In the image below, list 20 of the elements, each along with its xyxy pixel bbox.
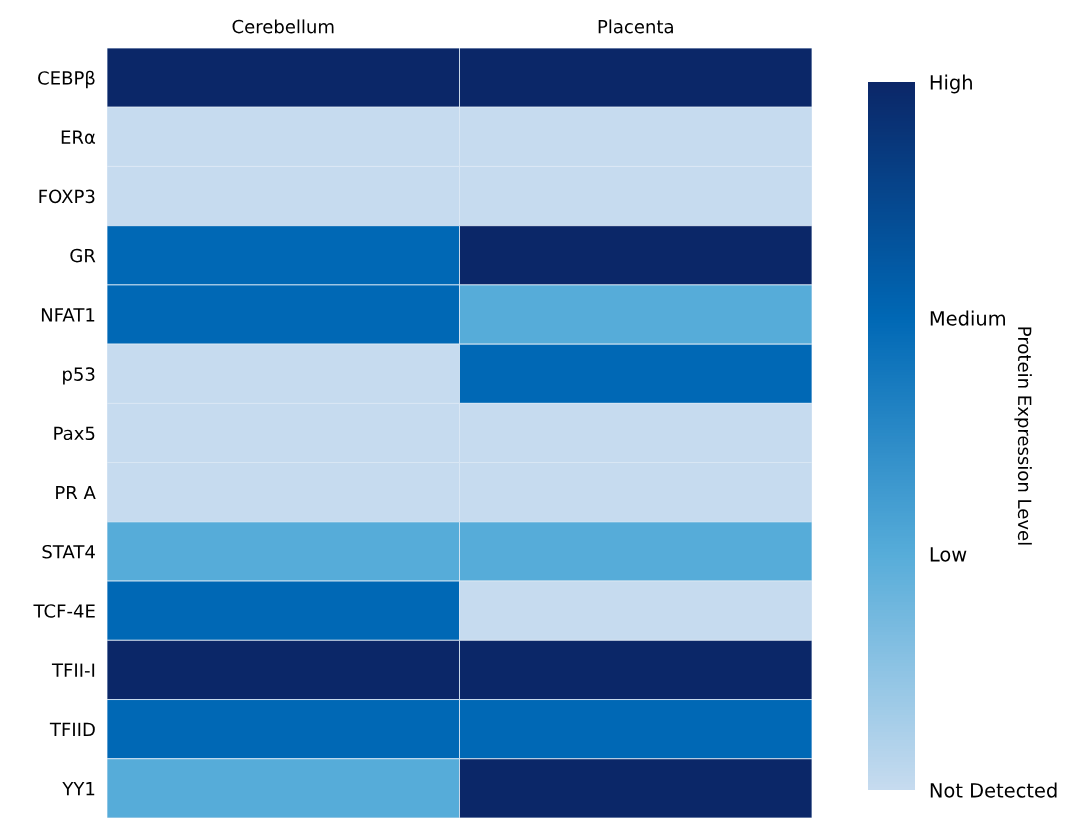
y-tick-label: Pax5: [54, 426, 95, 441]
color-bar-label: High: [930, 74, 972, 94]
y-tick-label: CEBPβ: [38, 70, 95, 89]
x-tick-label: Cerebellum: [232, 19, 334, 34]
y-tick-label: PR A: [56, 485, 96, 500]
x-tick-label: Placenta: [598, 19, 673, 34]
color-bar-label: Not Detected: [930, 782, 1057, 798]
y-tick-label: TFIID: [49, 722, 95, 737]
color-bar-label: Low: [930, 547, 967, 562]
y-tick-label: TCF-4E: [33, 604, 95, 618]
y-tick-label: p53: [63, 367, 95, 385]
y-tick-label: ERα: [61, 130, 96, 144]
y-tick-label: STAT4: [42, 544, 95, 559]
y-tick-label: NFAT1: [41, 308, 95, 322]
y-tick-label: GR: [70, 248, 96, 263]
y-tick-label: TFII-I: [51, 663, 95, 677]
y-tick-label: FOXP3: [39, 189, 95, 204]
color-bar-title: Protein Expression Level: [1014, 327, 1032, 545]
y-tick-label: YY1: [62, 782, 95, 796]
color-bar-label: Medium: [930, 310, 1005, 326]
